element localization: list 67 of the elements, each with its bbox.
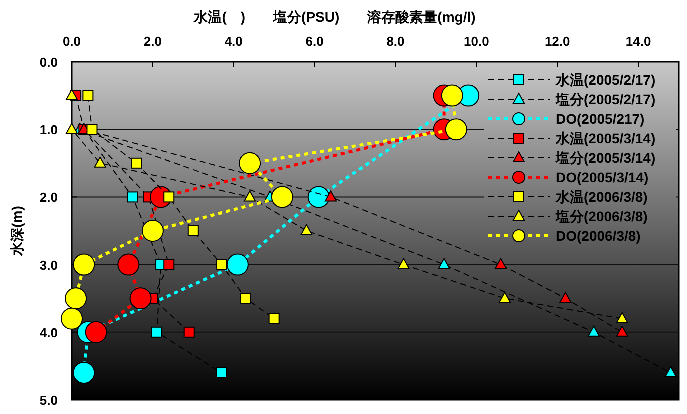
y-tick-label: 5.0 [40, 393, 58, 408]
point [398, 258, 410, 270]
point [244, 190, 256, 202]
point [184, 326, 195, 338]
point [308, 186, 330, 208]
point [66, 123, 78, 134]
legend-label: DO(2005/3/14) [556, 170, 649, 186]
legend-label: DO(2006/3/8) [556, 228, 641, 244]
point [127, 192, 138, 203]
y-tick-label: 2.0 [40, 190, 58, 206]
y-axis-title: 水深(m) [9, 206, 25, 257]
legend-label: 塩分(2005/3/14) [555, 150, 656, 166]
x-tick-label: 12.0 [544, 34, 570, 49]
point [73, 362, 96, 384]
point [324, 190, 337, 202]
legend-label: 水温(2006/3/8) [555, 189, 648, 205]
legend-label: 水温(2005/3/14) [555, 130, 656, 146]
point [66, 89, 78, 100]
legend-label: 塩分(2006/3/8) [555, 208, 648, 224]
point [142, 220, 164, 242]
point [73, 254, 96, 276]
point [268, 313, 280, 324]
point [82, 90, 94, 102]
point [560, 292, 572, 304]
point [226, 254, 249, 276]
point [61, 308, 83, 330]
point [164, 259, 175, 270]
y-tick-label: 3.0 [40, 258, 58, 273]
point [445, 118, 468, 141]
point [441, 84, 464, 107]
point [164, 192, 175, 203]
legend-label: 塩分(2005/2/17) [555, 92, 656, 108]
point [239, 152, 262, 174]
y-tick-label: 1.0 [40, 122, 58, 138]
point [216, 259, 228, 270]
x-tick-label: 10.0 [464, 34, 490, 49]
point [240, 293, 252, 304]
point [664, 366, 677, 378]
point [188, 226, 199, 236]
x-tick-label: 14.0 [626, 34, 652, 49]
y-tick-label: 0.0 [40, 55, 58, 70]
y-tick-label: 4.0 [40, 325, 58, 340]
point [494, 258, 507, 270]
point [151, 326, 162, 338]
point [85, 321, 108, 344]
x-tick-label: 0.0 [62, 34, 82, 49]
point [131, 158, 142, 169]
point [438, 258, 450, 270]
legend-label: DO(2005/217) [556, 111, 645, 127]
point [65, 288, 88, 310]
point [94, 156, 106, 168]
point [86, 124, 98, 136]
point [616, 326, 628, 337]
x-tick-label: 8.0 [386, 34, 405, 49]
point [118, 254, 140, 276]
x-tick-label: 4.0 [224, 34, 243, 49]
x-axis-title: 水温( ) 塩分(PSU) 溶存酸素量(mg/l) [193, 9, 476, 25]
point [130, 288, 152, 310]
x-tick-label: 6.0 [306, 34, 324, 49]
x-tick-label: 2.0 [144, 34, 162, 49]
point [271, 186, 294, 208]
point [216, 367, 228, 378]
point [300, 224, 313, 236]
legend-label: 水温(2005/2/17) [555, 72, 656, 88]
point [616, 312, 628, 324]
point [498, 292, 511, 304]
point [588, 326, 600, 337]
